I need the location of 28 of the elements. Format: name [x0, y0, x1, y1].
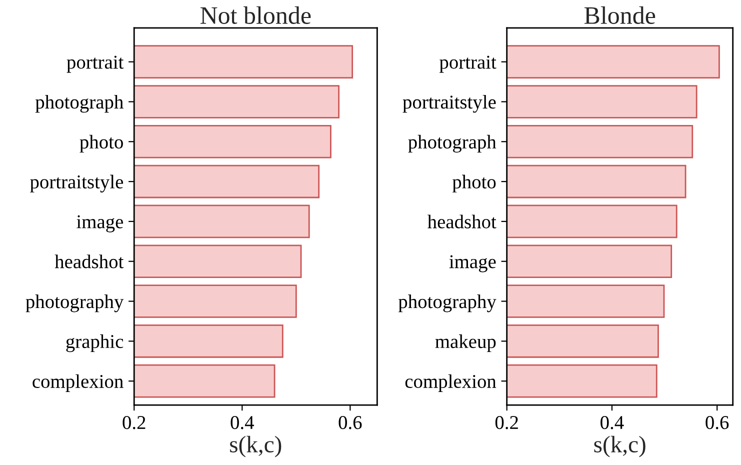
y-tick-label: photograph: [35, 94, 124, 113]
y-tick-label: portrait: [66, 56, 124, 73]
y-tick-label: graphic: [66, 334, 124, 352]
y-tick-label: makeup: [435, 334, 496, 352]
y-tick-label: photography: [398, 294, 496, 312]
y-tick-label: headshot: [427, 214, 496, 228]
y-tick-label: photo: [80, 134, 123, 153]
y-tick-label: portrait: [440, 56, 496, 73]
y-tick-label: photography: [26, 294, 124, 312]
y-tick-label: photo: [452, 174, 496, 192]
x-tick-label: 0.2: [122, 416, 146, 430]
y-tick-label: image: [449, 255, 496, 272]
x-axis-title: s(k,c): [594, 436, 646, 458]
x-tick-label: 0.6: [706, 416, 729, 430]
y-tick-label: complexion: [405, 374, 496, 392]
x-tick-label: 0.4: [230, 416, 254, 430]
y-tick-label: headshot: [54, 254, 124, 268]
chart-title: Not blonde: [200, 6, 311, 24]
x-tick-label: 0.4: [600, 416, 624, 430]
y-tick-label: complexion: [32, 374, 124, 392]
y-tick-label: portraitstyle: [402, 94, 496, 113]
y-tick-label: photograph: [408, 134, 496, 153]
x-tick-label: 0.6: [338, 416, 362, 430]
x-axis-title: s(k,c): [230, 436, 282, 458]
chart-title: Blonde: [584, 6, 656, 24]
x-tick-label: 0.2: [495, 416, 518, 430]
y-tick-label: portraitstyle: [30, 174, 124, 192]
y-tick-label: image: [76, 215, 124, 232]
